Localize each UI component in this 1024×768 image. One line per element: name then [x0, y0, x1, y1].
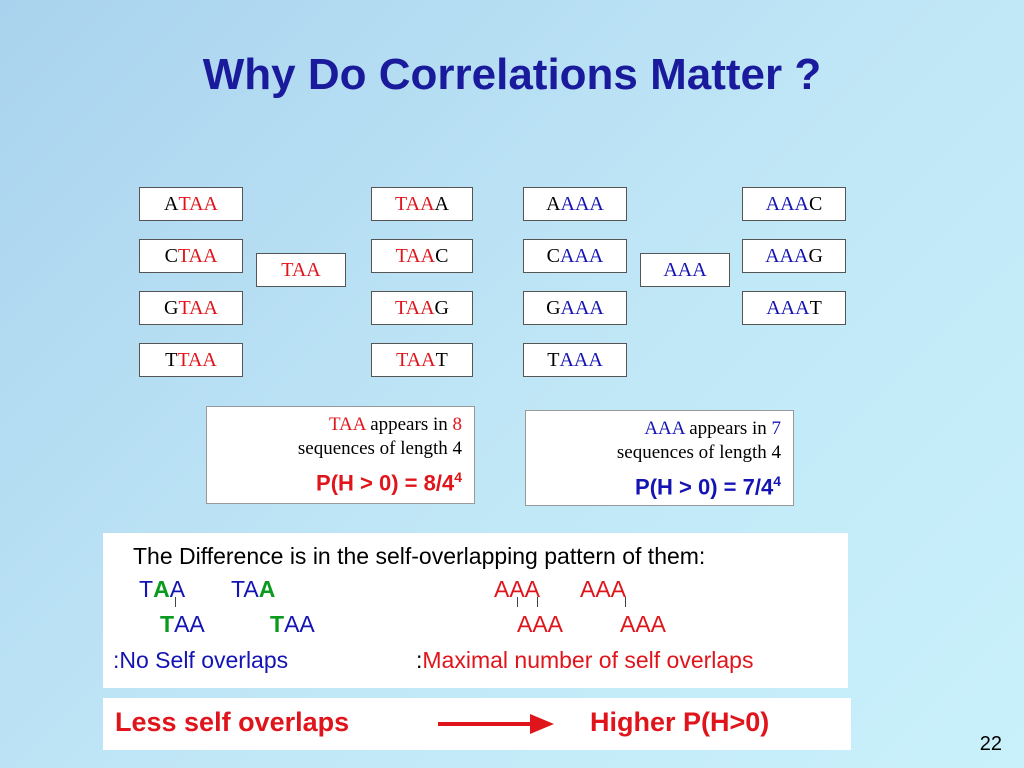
seq-box-taaa-blue: T AAA: [523, 343, 627, 377]
seq-prefix: T: [547, 348, 560, 371]
seq-prefix: G: [164, 296, 179, 319]
seq-core: TAA: [395, 296, 435, 319]
seq-box-aaat: AAA T: [742, 291, 846, 325]
taa-word: TAA: [328, 414, 366, 435]
seq-box-ctaa: C TAA: [139, 239, 243, 273]
overlap-tick: [175, 597, 176, 607]
prob-text: P(H > 0) = 7/4: [635, 474, 774, 500]
no-overlap-label: :No Self overlaps: [113, 647, 289, 673]
aaa-overlap-top-2: AAA: [580, 576, 627, 602]
seq-box-gtaa: G TAA: [139, 291, 243, 325]
aaa-word: AAA: [644, 418, 685, 439]
seq-core: AAA: [766, 296, 810, 319]
seq-core: AAA: [560, 244, 604, 267]
higher-prob-text: Higher P(H>0): [590, 707, 770, 737]
seq-box-taaa: TAA A: [371, 187, 473, 221]
seq-suffix: T: [809, 296, 822, 319]
seq-box-aaaa: A AAA: [523, 187, 627, 221]
prob-exponent: 4: [773, 473, 781, 489]
seq-core: TAA: [177, 348, 217, 371]
difference-box: The Difference is in the self-overlappin…: [103, 533, 848, 688]
seq-core: TAA: [178, 296, 218, 319]
seq-prefix: C: [546, 244, 560, 267]
aaa-count: 7: [771, 418, 782, 439]
page-title: Why Do Correlations Matter ?: [202, 50, 822, 99]
seq-prefix: C: [164, 244, 178, 267]
aaa-overlap-bottom-2: AAA: [620, 611, 667, 637]
taa-overlap-bottom-2: TAA: [270, 611, 315, 637]
center-word: TAA: [281, 258, 321, 281]
seq-core: AAA: [765, 192, 809, 215]
seq-box-caaa: C AAA: [523, 239, 627, 273]
seq-suffix: G: [434, 296, 449, 319]
taa-info-line2: sequences of length 4: [297, 438, 462, 459]
seq-core: AAA: [559, 348, 603, 371]
max-overlap-label: :Maximal number of self overlaps: [416, 647, 753, 674]
difference-heading: The Difference is in the self-overlappin…: [133, 543, 706, 569]
overlap-tick: [537, 597, 538, 607]
seq-core: TAA: [395, 192, 435, 215]
seq-core: TAA: [178, 192, 218, 215]
seq-suffix: A: [434, 192, 449, 215]
taa-overlap-top-2: TAA: [231, 576, 276, 602]
appears-text: appears in: [684, 418, 772, 439]
taa-count: 8: [452, 414, 463, 435]
seq-suffix: C: [809, 192, 823, 215]
seq-box-ttaa: T TAA: [139, 343, 243, 377]
seq-box-gaaa: G AAA: [523, 291, 627, 325]
prob-text: P(H > 0) = 8/4: [316, 470, 455, 496]
overlap-tick: [517, 597, 518, 607]
aaa-probability: P(H > 0) = 7/44: [532, 465, 781, 503]
seq-core: TAA: [177, 244, 218, 267]
seq-prefix: T: [165, 348, 178, 371]
seq-suffix: T: [435, 348, 448, 371]
overlap-tick: [625, 597, 626, 607]
appears-text: appears in: [365, 414, 453, 435]
aaa-info-line2: sequences of length 4: [616, 442, 781, 463]
seq-prefix: A: [546, 192, 561, 215]
center-box-aaa: AAA: [640, 253, 730, 287]
seq-box-ataa: A TAA: [139, 187, 243, 221]
seq-core: TAA: [396, 348, 436, 371]
taa-info-line1: TAA appears in 8: [213, 413, 462, 437]
page-number: 22: [979, 733, 1002, 755]
seq-prefix: A: [164, 192, 179, 215]
seq-suffix: C: [435, 244, 449, 267]
taa-overlap-bottom-1: TAA: [160, 611, 205, 637]
taa-info-box: TAA appears in 8 sequences of length 4 P…: [206, 406, 475, 504]
label-text: Maximal number of self overlaps: [422, 647, 754, 673]
center-word: AAA: [663, 258, 707, 281]
taa-probability: P(H > 0) = 8/44: [213, 461, 462, 499]
seq-core: AAA: [765, 244, 809, 267]
seq-prefix: G: [546, 296, 561, 319]
arrow-right-icon: [438, 714, 554, 734]
label-prefix: :: [416, 647, 423, 673]
seq-core: TAA: [395, 244, 436, 267]
seq-box-aaac: AAA C: [742, 187, 846, 221]
seq-box-taac: TAA C: [371, 239, 473, 273]
less-overlaps-text: Less self overlaps: [115, 707, 350, 737]
prob-exponent: 4: [454, 469, 462, 485]
conclusion-box: Less self overlaps Higher P(H>0): [103, 698, 851, 750]
seq-core: AAA: [560, 296, 604, 319]
taa-overlap-top-1: TAA: [139, 576, 186, 602]
seq-box-taat: TAA T: [371, 343, 473, 377]
seq-core: AAA: [560, 192, 604, 215]
seq-box-taag: TAA G: [371, 291, 473, 325]
aaa-overlap-bottom-1: AAA: [517, 611, 564, 637]
seq-suffix: G: [808, 244, 823, 267]
aaa-info-line1: AAA appears in 7: [532, 417, 781, 441]
center-box-taa: TAA: [256, 253, 346, 287]
aaa-info-box: AAA appears in 7 sequences of length 4 P…: [525, 410, 794, 506]
seq-box-aaag: AAA G: [742, 239, 846, 273]
